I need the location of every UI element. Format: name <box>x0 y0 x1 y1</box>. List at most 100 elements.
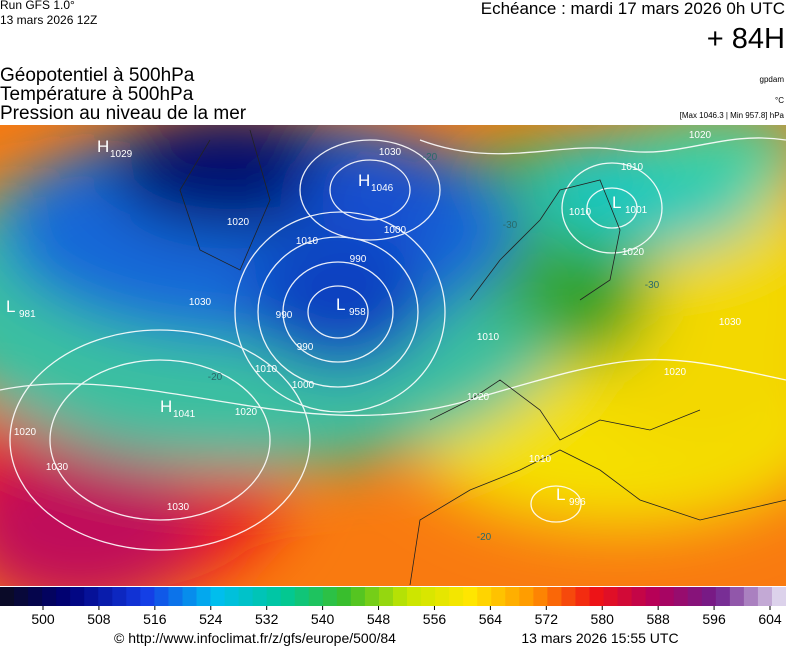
colorbar-swatch <box>112 587 127 606</box>
isotherm-label: -20 <box>208 372 223 383</box>
isobar-label: 1030 <box>167 502 190 513</box>
colorbar-swatch <box>168 587 183 606</box>
colorbar-swatch <box>70 587 85 606</box>
center-letter: L <box>6 297 15 316</box>
isobar-label: 1020 <box>14 427 37 438</box>
colorbar-swatch <box>631 587 647 606</box>
colorbar-swatch <box>154 587 169 606</box>
field-label: Géopotentiel à 500hPa <box>0 65 195 86</box>
colorbar-label: 556 <box>423 611 447 627</box>
colorbar-swatch <box>210 587 226 606</box>
colorbar-swatch <box>589 587 605 606</box>
isobar-label: 1010 <box>477 332 500 343</box>
isotherm-label: -20 <box>423 152 438 163</box>
isobar-label: 990 <box>276 310 293 321</box>
colorbar-swatch <box>673 587 689 606</box>
colorbar-label: 532 <box>255 611 279 627</box>
isobar-label: 1020 <box>235 407 258 418</box>
colorbar-swatch <box>224 587 240 606</box>
colorbar-label: 596 <box>702 611 726 627</box>
colorbar-swatch <box>561 587 576 606</box>
source-url: © http://www.infoclimat.fr/z/gfs/europe/… <box>114 630 396 646</box>
colorbar-swatch <box>182 587 197 606</box>
field-label: Pression au niveau de la mer <box>0 103 247 124</box>
unit-label: °C <box>775 96 784 105</box>
colorbar-swatch <box>505 587 520 606</box>
unit-label: gpdam <box>760 75 785 84</box>
colorbar-swatch <box>757 587 773 606</box>
colorbar-swatch <box>729 587 745 606</box>
isobar-label: 1010 <box>255 364 278 375</box>
center-value: 1001 <box>625 205 648 216</box>
colorbar-swatch <box>533 587 548 606</box>
isobar-label: 1010 <box>529 454 552 465</box>
colorbar-swatch <box>491 587 506 606</box>
center-value: 958 <box>349 307 366 318</box>
colorbar-swatch <box>126 587 141 606</box>
lead-time: + 84H <box>707 23 785 55</box>
isobar-label: 990 <box>350 254 367 265</box>
center-letter: L <box>336 295 345 314</box>
colorbar-swatch <box>28 587 43 606</box>
colorbar-swatch <box>603 587 619 606</box>
isobar-label: 1030 <box>189 297 212 308</box>
field-label: Température à 500hPa <box>0 84 194 105</box>
colorbar-swatch <box>701 587 717 606</box>
colorbar-swatch <box>617 587 633 606</box>
colorbar-swatch <box>378 587 394 606</box>
timestamp: 13 mars 2026 15:55 UTC <box>521 630 678 646</box>
unit-label: [Max 1046.3 | Min 957.8] hPa <box>680 111 785 120</box>
colorbar-swatch <box>771 587 786 606</box>
isobar-label: 1020 <box>227 217 250 228</box>
center-value: 981 <box>19 309 36 320</box>
isobar-label: 1010 <box>296 236 319 247</box>
colorbar-swatch <box>407 587 422 606</box>
colorbar-swatch <box>280 587 296 606</box>
colorbar-swatch <box>477 587 492 606</box>
center-value: 1041 <box>173 409 196 420</box>
colorbar-swatch <box>14 587 29 606</box>
isobar-label: 1030 <box>46 462 69 473</box>
colorbar-swatch <box>463 587 478 606</box>
colorbar-label: 524 <box>199 611 223 627</box>
colorbar-swatch <box>547 587 562 606</box>
colorbar-swatch <box>98 587 113 606</box>
isobar-label: 1020 <box>664 367 687 378</box>
map-field <box>0 125 786 586</box>
colorbar-swatch <box>421 587 436 606</box>
center-letter: H <box>160 397 172 416</box>
center-letter: L <box>556 485 565 504</box>
isobar-label: 1020 <box>689 130 712 141</box>
colorbar-label: 516 <box>143 611 167 627</box>
run-label: Run GFS 1.0° <box>0 0 75 12</box>
isotherm-label: -20 <box>477 532 492 543</box>
colorbar-swatch <box>84 587 99 606</box>
isotherm-label: -30 <box>645 280 660 291</box>
isobar-label: 990 <box>297 342 314 353</box>
colorbar-swatch <box>238 587 254 606</box>
isobar-label: 1020 <box>467 392 490 403</box>
colorbar-swatch <box>715 587 731 606</box>
colorbar-swatch <box>196 587 212 606</box>
center-value: 996 <box>569 497 586 508</box>
colorbar-swatch <box>266 587 282 606</box>
colorbar-label: 604 <box>758 611 782 627</box>
colorbar-swatch <box>743 587 759 606</box>
run-date: 13 mars 2026 12Z <box>0 13 97 27</box>
colorbar-swatch <box>140 587 155 606</box>
colorbar-label: 548 <box>367 611 391 627</box>
colorbar-swatch <box>350 587 366 606</box>
colorbar-swatch <box>294 587 310 606</box>
colorbar-label: 564 <box>479 611 503 627</box>
colorbar-swatch <box>435 587 450 606</box>
isobar-label: 1010 <box>621 162 644 173</box>
colorbar-label: 540 <box>311 611 335 627</box>
colorbar-label: 500 <box>31 611 55 627</box>
colorbar-label: 572 <box>535 611 559 627</box>
isobar-label: 1010 <box>569 207 592 218</box>
colorbar-swatch <box>0 587 15 606</box>
colorbar-swatch <box>42 587 57 606</box>
colorbar-swatch <box>687 587 703 606</box>
